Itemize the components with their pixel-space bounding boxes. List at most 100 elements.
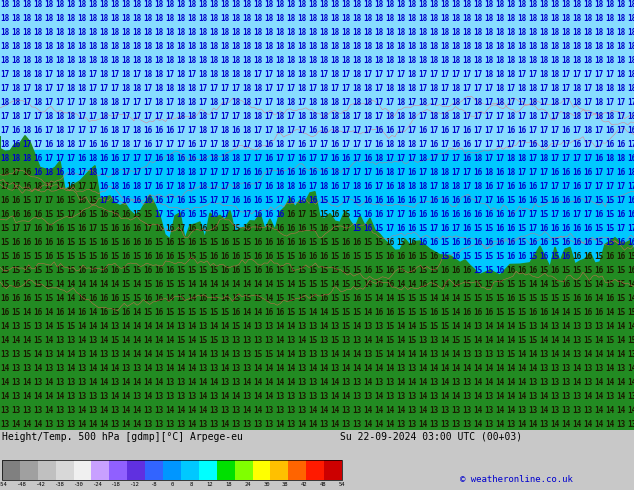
Text: 17: 17 bbox=[583, 112, 593, 122]
Text: 18: 18 bbox=[287, 0, 295, 9]
Text: 15: 15 bbox=[595, 238, 604, 247]
Text: 14: 14 bbox=[495, 420, 505, 429]
Text: 16: 16 bbox=[517, 252, 527, 261]
Text: 18: 18 bbox=[231, 43, 241, 51]
Text: 18: 18 bbox=[242, 126, 252, 135]
Text: 16: 16 bbox=[561, 280, 571, 289]
Text: 13: 13 bbox=[154, 392, 164, 401]
Text: 16: 16 bbox=[143, 126, 153, 135]
Text: 18: 18 bbox=[474, 154, 482, 163]
Text: 15: 15 bbox=[374, 238, 384, 247]
Text: 18: 18 bbox=[363, 98, 373, 107]
Text: 17: 17 bbox=[550, 154, 560, 163]
Text: 18: 18 bbox=[275, 141, 285, 149]
Text: 17: 17 bbox=[528, 210, 538, 220]
Text: 17: 17 bbox=[297, 210, 307, 220]
Text: 15: 15 bbox=[616, 308, 626, 318]
Text: 16: 16 bbox=[507, 294, 515, 303]
Text: 17: 17 bbox=[77, 112, 87, 122]
Text: 15: 15 bbox=[330, 294, 340, 303]
Text: 16: 16 bbox=[297, 154, 307, 163]
Text: 18: 18 bbox=[418, 43, 427, 51]
Text: 18: 18 bbox=[550, 28, 560, 37]
Text: 14: 14 bbox=[517, 420, 527, 429]
Text: 18: 18 bbox=[308, 0, 318, 9]
Text: 18: 18 bbox=[221, 15, 230, 24]
Text: 14: 14 bbox=[583, 392, 593, 401]
Text: 18: 18 bbox=[408, 84, 417, 94]
Text: 17: 17 bbox=[55, 98, 65, 107]
Text: 16: 16 bbox=[429, 308, 439, 318]
Text: 18: 18 bbox=[287, 15, 295, 24]
Text: 16: 16 bbox=[154, 267, 164, 275]
Text: 18: 18 bbox=[209, 98, 219, 107]
Text: 18: 18 bbox=[320, 0, 328, 9]
Text: 18: 18 bbox=[507, 154, 515, 163]
Text: 18: 18 bbox=[176, 43, 186, 51]
Text: 15: 15 bbox=[462, 336, 472, 345]
Text: 14: 14 bbox=[176, 406, 186, 415]
Text: 13: 13 bbox=[353, 420, 361, 429]
Text: 14: 14 bbox=[100, 364, 108, 373]
Text: 13: 13 bbox=[231, 350, 241, 359]
Text: 18: 18 bbox=[583, 28, 593, 37]
Text: 13: 13 bbox=[297, 406, 307, 415]
Text: 18: 18 bbox=[67, 169, 75, 177]
Text: 18: 18 bbox=[11, 15, 21, 24]
Text: 14: 14 bbox=[517, 350, 527, 359]
Text: 17: 17 bbox=[165, 196, 174, 205]
Text: 16: 16 bbox=[22, 238, 32, 247]
Text: 16: 16 bbox=[374, 141, 384, 149]
Text: 14: 14 bbox=[385, 406, 394, 415]
Text: 16: 16 bbox=[561, 210, 571, 220]
Text: 15: 15 bbox=[88, 210, 98, 220]
Text: 16: 16 bbox=[110, 154, 120, 163]
Text: 18: 18 bbox=[198, 126, 207, 135]
Text: 17: 17 bbox=[583, 84, 593, 94]
Text: 16: 16 bbox=[363, 154, 373, 163]
Text: 15: 15 bbox=[429, 280, 439, 289]
Text: 14: 14 bbox=[55, 350, 65, 359]
Text: 18: 18 bbox=[34, 71, 42, 79]
Text: 16: 16 bbox=[297, 238, 307, 247]
Text: 17: 17 bbox=[133, 71, 141, 79]
Text: 16: 16 bbox=[254, 224, 262, 233]
Text: 14: 14 bbox=[474, 392, 482, 401]
Text: 16: 16 bbox=[231, 308, 241, 318]
Text: 15: 15 bbox=[44, 210, 54, 220]
Text: 16: 16 bbox=[462, 224, 472, 233]
Text: 16: 16 bbox=[100, 126, 108, 135]
Text: 14: 14 bbox=[474, 420, 482, 429]
Text: 15: 15 bbox=[605, 267, 614, 275]
Text: 13: 13 bbox=[44, 364, 54, 373]
Text: 18: 18 bbox=[451, 84, 461, 94]
Text: 18: 18 bbox=[484, 43, 494, 51]
Text: 13: 13 bbox=[11, 378, 21, 387]
Text: 16: 16 bbox=[528, 267, 538, 275]
Text: 14: 14 bbox=[595, 378, 604, 387]
Text: 18: 18 bbox=[77, 43, 87, 51]
Text: 17: 17 bbox=[385, 98, 394, 107]
Text: 16: 16 bbox=[55, 196, 65, 205]
Text: 17: 17 bbox=[561, 182, 571, 192]
Text: 14: 14 bbox=[165, 406, 174, 415]
Text: 17: 17 bbox=[320, 141, 328, 149]
Text: 17: 17 bbox=[1, 126, 10, 135]
Text: 15: 15 bbox=[231, 238, 241, 247]
Text: 16: 16 bbox=[297, 169, 307, 177]
Text: 14: 14 bbox=[385, 364, 394, 373]
Text: 18: 18 bbox=[385, 112, 394, 122]
Text: 16: 16 bbox=[330, 210, 340, 220]
Text: 16: 16 bbox=[573, 294, 581, 303]
Text: 16: 16 bbox=[121, 210, 131, 220]
Text: 17: 17 bbox=[595, 141, 604, 149]
Text: 18: 18 bbox=[628, 71, 634, 79]
Text: 14: 14 bbox=[88, 308, 98, 318]
Text: 17: 17 bbox=[429, 224, 439, 233]
Text: 17: 17 bbox=[209, 141, 219, 149]
Text: 14: 14 bbox=[77, 322, 87, 331]
Text: 14: 14 bbox=[418, 364, 427, 373]
Text: 17: 17 bbox=[44, 126, 54, 135]
FancyBboxPatch shape bbox=[217, 460, 235, 480]
Text: 16: 16 bbox=[308, 252, 318, 261]
